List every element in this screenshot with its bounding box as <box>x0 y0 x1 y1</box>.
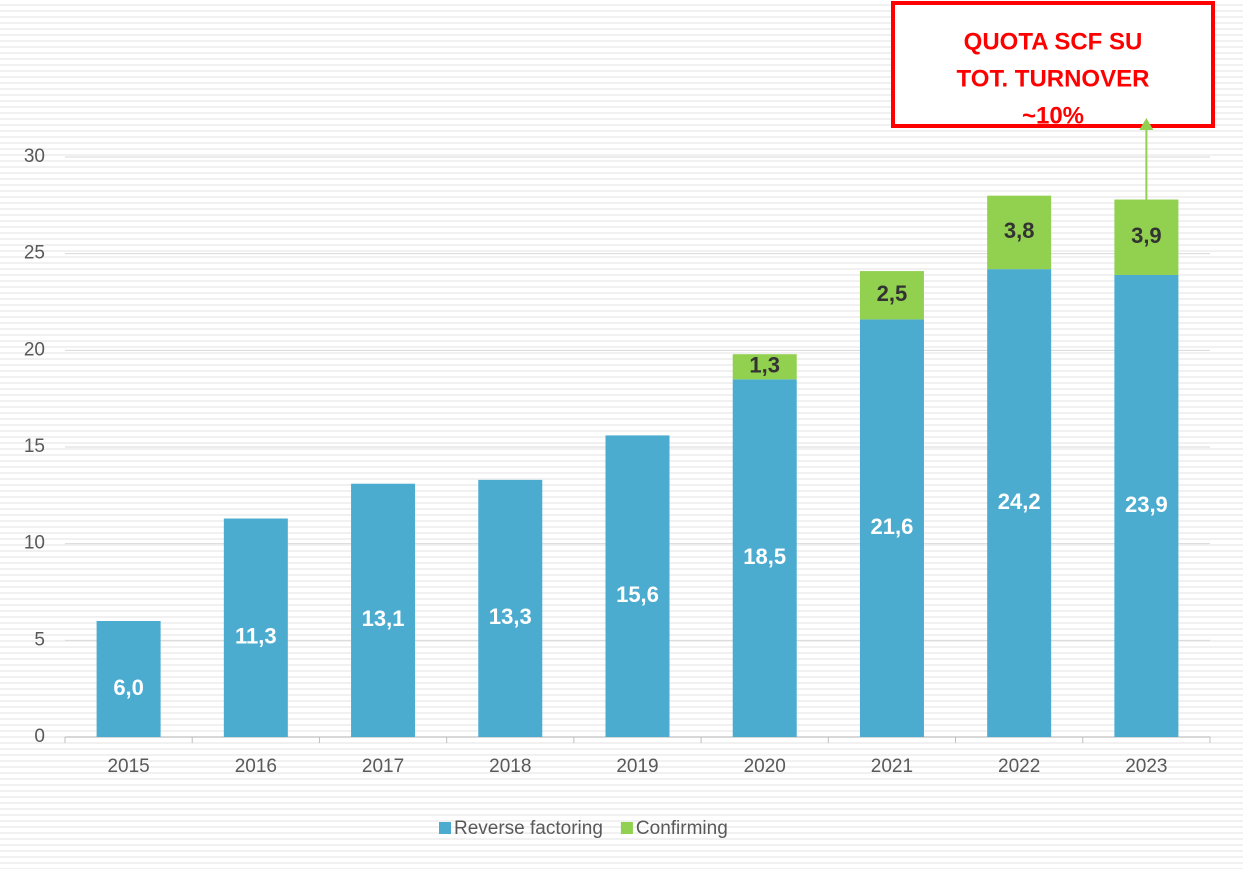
x-tick-label: 2019 <box>616 756 658 777</box>
annotation-arrowhead <box>1139 118 1154 130</box>
x-tick-label: 2020 <box>744 756 786 777</box>
data-label: 2,5 <box>877 281 908 306</box>
x-tick-label: 2016 <box>235 756 277 777</box>
annotation-text: TOT. TURNOVER <box>957 65 1150 92</box>
annotation-text: QUOTA SCF SU <box>964 28 1143 55</box>
data-label: 1,3 <box>749 353 780 378</box>
data-label: 13,3 <box>489 604 532 629</box>
bar-segment <box>987 269 1052 737</box>
data-label: 3,8 <box>1004 218 1035 243</box>
x-tick-label: 2023 <box>1125 756 1167 777</box>
legend-swatch <box>620 822 633 834</box>
x-tick-label: 2022 <box>998 756 1040 777</box>
y-tick-label: 5 <box>34 629 45 650</box>
bar-segment <box>605 435 670 737</box>
data-label: 3,9 <box>1131 223 1162 248</box>
legend-label: Confirming <box>636 818 728 839</box>
y-tick-label: 15 <box>24 436 45 457</box>
y-tick-label: 20 <box>24 339 45 360</box>
legend-swatch <box>439 822 451 834</box>
y-tick-label: 10 <box>24 533 45 554</box>
x-tick-label: 2021 <box>871 756 913 777</box>
bar-segment <box>1114 199 1179 275</box>
legend-label: Reverse factoring <box>454 818 603 839</box>
data-label: 21,6 <box>871 514 914 539</box>
bar-segment <box>732 354 797 380</box>
annotation-text: ~10% <box>1022 102 1084 129</box>
annotation-box <box>891 1 1215 128</box>
x-tick-label: 2017 <box>362 756 404 777</box>
data-label: 15,6 <box>616 582 659 607</box>
bar-segment <box>1114 274 1179 737</box>
x-tick-label: 2018 <box>489 756 531 777</box>
x-tick-label: 2015 <box>107 756 149 777</box>
bar-segment <box>96 621 161 737</box>
bar-segment <box>987 195 1052 270</box>
bar-segment <box>223 518 288 737</box>
data-label: 18,5 <box>743 544 786 569</box>
y-tick-label: 0 <box>34 726 45 747</box>
bar-segment <box>859 319 924 737</box>
y-tick-label: 30 <box>24 146 45 167</box>
bar-segment <box>859 271 924 320</box>
bar-segment <box>478 479 543 737</box>
data-label: 13,1 <box>362 606 405 631</box>
data-label: 11,3 <box>235 624 277 649</box>
data-label: 23,9 <box>1125 492 1168 517</box>
data-label: 24,2 <box>998 489 1041 514</box>
data-label: 6,0 <box>113 675 144 700</box>
y-tick-label: 25 <box>24 243 45 264</box>
bar-segment <box>351 483 416 737</box>
bar-segment <box>732 379 797 737</box>
